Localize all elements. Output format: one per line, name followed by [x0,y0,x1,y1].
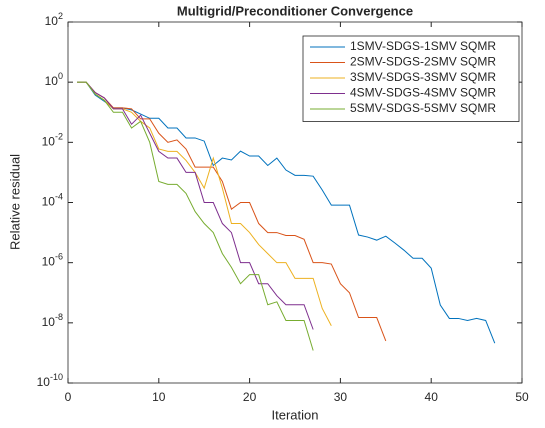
y-tick-label: 10-2 [42,132,63,149]
x-tick-label: 20 [243,390,257,404]
chart-title: Multigrid/Preconditioner Convergence [177,3,413,18]
x-tick-label: 10 [152,390,166,404]
legend-label: 4SMV-SDGS-4SMV SQMR [350,86,496,100]
series-line [77,81,314,330]
y-tick-label: 102 [45,11,63,28]
x-tick-label: 50 [515,390,529,404]
legend-label: 5SMV-SDGS-5SMV SQMR [350,101,496,115]
y-tick-label: 10-10 [37,372,63,389]
series-line [77,81,496,344]
y-tick-label: 10-6 [42,252,63,269]
x-tick-label: 30 [334,390,348,404]
legend-box [302,35,520,122]
series-line [77,81,387,342]
legend-label: 2SMV-SDGS-2SMV SQMR [350,55,496,69]
x-tick-label: 0 [65,390,72,404]
y-axis-label: Relative residual [7,154,22,250]
x-axis-label: Iteration [272,407,319,422]
y-tick-label: 10-8 [42,312,63,329]
y-tick-label: 10-4 [42,192,63,209]
x-tick-label: 40 [425,390,439,404]
legend-label: 3SMV-SDGS-3SMV SQMR [350,70,496,84]
y-tick-label: 100 [45,72,63,89]
legend-label: 1SMV-SDGS-1SMV SQMR [350,39,496,53]
series-line [77,81,314,351]
